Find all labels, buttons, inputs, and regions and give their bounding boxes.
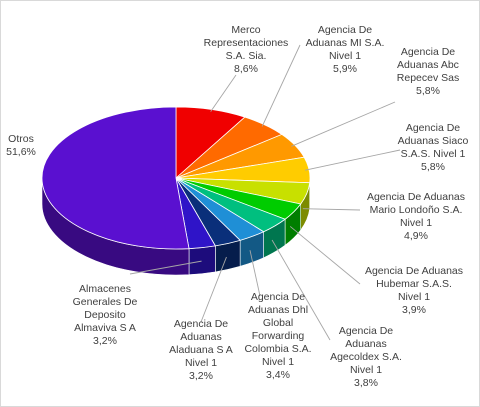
leader-line-6 — [271, 239, 331, 341]
leader-line-9 — [129, 260, 202, 275]
leader-lines — [129, 44, 401, 341]
leader-line-7 — [249, 250, 261, 297]
slice-label-3: Agencia De Aduanas Siaco S.A.S. Nivel 1 5,8… — [398, 122, 469, 173]
data-labels: Merco Representaciones S.A. Sia. 8,6% Agenci… — [6, 24, 468, 389]
slice-label-2: Agencia De Aduanas Abc Repecev Sas 5,8% — [397, 46, 459, 97]
leader-line-2 — [291, 101, 396, 147]
leader-line-0 — [210, 74, 237, 112]
leader-line-8 — [200, 256, 227, 323]
slice-label-8: Agencia De Aduanas Aladuana S A Nivel 1 3,2% — [169, 318, 233, 382]
slice-10 — [41, 106, 190, 250]
slice-label-9: Almacenes Generales De Deposito Almaviva S … — [73, 283, 138, 347]
slice-label-6: Agencia De Aduanas Agecoldex S.A. Nivel 1 3,… — [330, 325, 402, 389]
leader-line-4 — [302, 208, 361, 211]
pie-slices — [41, 106, 311, 250]
leader-line-1 — [261, 44, 301, 127]
leader-line-5 — [289, 226, 361, 285]
slice-side-9 — [188, 245, 216, 275]
slice-label-10: Otros 51,6% — [6, 133, 36, 158]
slice-label-0: Merco Representaciones S.A. Sia. 8,6% — [204, 24, 289, 75]
leader-line-3 — [305, 149, 401, 171]
slice-label-1: Agencia De Aduanas MI S.A. Nivel 1 5,9% — [306, 24, 385, 75]
slice-label-7: Agencia De Aduanas Dhl Global Forwarding Col… — [244, 291, 311, 381]
slice-label-4: Agencia De Aduanas Mario Londoño S.A. Nive… — [367, 191, 465, 242]
